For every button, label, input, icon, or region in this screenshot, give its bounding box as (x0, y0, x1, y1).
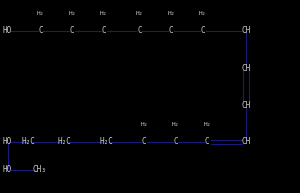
Text: H₂: H₂ (68, 11, 76, 16)
Text: H₂: H₂ (203, 122, 211, 127)
Text: H₂: H₂ (172, 122, 179, 127)
Text: HO: HO (3, 26, 12, 35)
Text: C: C (70, 26, 74, 35)
Text: H₂: H₂ (199, 11, 206, 16)
Text: CH: CH (242, 137, 250, 146)
Text: CH₃: CH₃ (32, 165, 46, 174)
Text: CH: CH (242, 26, 250, 35)
Text: H₂C: H₂C (22, 137, 35, 146)
Text: C: C (137, 26, 142, 35)
Text: CH: CH (242, 101, 250, 110)
Text: H₂: H₂ (136, 11, 143, 16)
Text: C: C (169, 26, 173, 35)
Text: H₂: H₂ (140, 122, 148, 127)
Text: H₂C: H₂C (100, 137, 113, 146)
Text: H₂: H₂ (37, 11, 44, 16)
Text: H₂C: H₂C (58, 137, 71, 146)
Text: C: C (38, 26, 43, 35)
Text: HO: HO (3, 165, 12, 174)
Text: C: C (200, 26, 205, 35)
Text: C: C (173, 137, 178, 146)
Text: C: C (142, 137, 146, 146)
Text: HO: HO (3, 137, 12, 146)
Text: C: C (205, 137, 209, 146)
Text: H₂: H₂ (100, 11, 107, 16)
Text: C: C (101, 26, 106, 35)
Text: H₂: H₂ (167, 11, 175, 16)
Text: CH: CH (242, 64, 250, 73)
